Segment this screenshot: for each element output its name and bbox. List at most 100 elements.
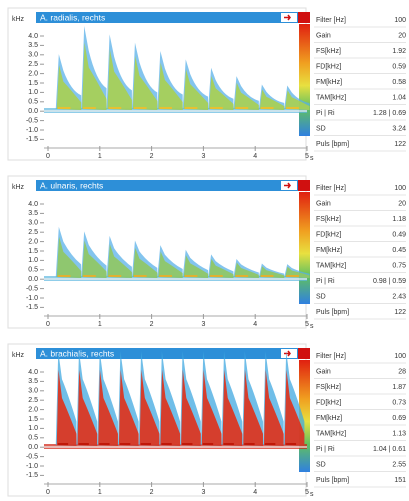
title-bar bbox=[36, 12, 298, 23]
param-label: FS[kHz] bbox=[316, 384, 341, 391]
x-tick-label: 0 bbox=[46, 153, 50, 160]
y-tick-label: -1.5 bbox=[26, 472, 38, 479]
spectrum-hot bbox=[83, 275, 96, 277]
y-tick-label: 2.0 bbox=[28, 238, 38, 245]
param-value: 1.92 bbox=[392, 48, 406, 55]
spectrum-core bbox=[158, 62, 183, 110]
param-value: 1.04 | 0.61 bbox=[373, 446, 406, 453]
spectrum-hot bbox=[140, 443, 152, 445]
param-label: SD bbox=[316, 461, 326, 468]
x-unit: s bbox=[310, 155, 314, 162]
x-tick-label: 2 bbox=[150, 321, 154, 328]
spectrum-core bbox=[285, 90, 310, 110]
param-value: 3.24 bbox=[392, 125, 406, 132]
spectrum-core bbox=[56, 369, 77, 446]
param-value: 1.28 | 0.69 bbox=[373, 110, 406, 117]
param-label: FM[kHz] bbox=[316, 79, 342, 86]
y-tick-label: 1.5 bbox=[28, 416, 38, 423]
param-label: FS[kHz] bbox=[316, 216, 341, 223]
x-tick-label: 1 bbox=[98, 153, 102, 160]
param-label: Puls [bpm] bbox=[316, 477, 349, 484]
spectrum-hot bbox=[108, 107, 122, 109]
y-tick-label: 2.0 bbox=[28, 406, 38, 413]
title-bar bbox=[36, 180, 298, 191]
x-tick-label: 3 bbox=[201, 489, 205, 496]
spectrum-hot bbox=[210, 107, 223, 109]
record-icon bbox=[284, 182, 291, 189]
param-value: 0.49 bbox=[392, 231, 406, 238]
y-tick-label: 2.0 bbox=[28, 70, 38, 77]
spectrum-core bbox=[107, 49, 132, 110]
param-label: Gain bbox=[316, 368, 331, 375]
param-label: Puls [bpm] bbox=[316, 141, 349, 148]
color-bar bbox=[299, 24, 310, 136]
spectrum-core bbox=[158, 251, 183, 278]
param-label: Puls [bpm] bbox=[316, 309, 349, 316]
spectrum-hot bbox=[235, 275, 249, 277]
spectrum-hot bbox=[119, 443, 131, 445]
y-tick-label: -0.5 bbox=[26, 285, 38, 292]
param-value: 2.55 bbox=[392, 461, 406, 468]
spectrum-hot bbox=[99, 443, 110, 445]
param-label: FD[kHz] bbox=[316, 399, 341, 406]
spectrum-core bbox=[82, 42, 107, 110]
spectrum-core bbox=[234, 262, 259, 278]
x-tick-label: 4 bbox=[253, 489, 257, 496]
param-label: FD[kHz] bbox=[316, 231, 341, 238]
panel-frame bbox=[7, 7, 307, 161]
spectrum-hot bbox=[235, 107, 249, 109]
spectrum-hot bbox=[264, 443, 276, 445]
y-tick-label: 4.0 bbox=[28, 201, 38, 208]
y-tick-label: 1.0 bbox=[28, 425, 38, 432]
spectrum-core bbox=[243, 369, 263, 446]
spectrum-hot bbox=[286, 275, 299, 277]
param-value: 1.87 bbox=[392, 384, 406, 391]
x-tick-label: 5 bbox=[305, 489, 309, 496]
x-tick-label: 2 bbox=[150, 489, 154, 496]
spectrum-hot bbox=[57, 107, 71, 109]
spectrum-core bbox=[82, 240, 107, 278]
param-value: 28 bbox=[398, 368, 406, 375]
spectrum-core bbox=[284, 369, 305, 446]
spectrum-core bbox=[183, 69, 209, 110]
y-tick-label: 0.5 bbox=[28, 267, 38, 274]
spectrum-core bbox=[132, 247, 158, 278]
spectrum-core bbox=[107, 244, 132, 278]
y-tick-label: 1.5 bbox=[28, 248, 38, 255]
spectrum-hot bbox=[159, 275, 172, 277]
spectrum-core bbox=[56, 236, 82, 278]
y-tick-label: 0.0 bbox=[28, 108, 38, 115]
title-bar bbox=[36, 348, 298, 359]
y-unit: kHz bbox=[12, 352, 25, 359]
y-tick-label: 1.5 bbox=[28, 80, 38, 87]
param-label: Filter [Hz] bbox=[316, 353, 346, 360]
y-unit: kHz bbox=[12, 184, 25, 191]
param-label: Filter [Hz] bbox=[316, 185, 346, 192]
x-tick-label: 1 bbox=[98, 321, 102, 328]
spectrum-core bbox=[139, 369, 160, 446]
spectrum-core bbox=[201, 369, 222, 446]
x-tick-label: 4 bbox=[253, 153, 257, 160]
y-tick-label: -0.5 bbox=[26, 453, 38, 460]
param-label: FD[kHz] bbox=[316, 63, 341, 70]
spectrum-core bbox=[234, 82, 259, 110]
param-label: Pi | Ri bbox=[316, 278, 335, 285]
param-label: FM[kHz] bbox=[316, 247, 342, 254]
param-value: 1.04 bbox=[392, 94, 406, 101]
param-label: TAM[kHz] bbox=[316, 262, 346, 269]
spectrum-core bbox=[259, 89, 285, 110]
spectrum-hot bbox=[133, 275, 147, 277]
param-value: 100 bbox=[394, 185, 406, 192]
x-tick-label: 3 bbox=[201, 153, 205, 160]
x-tick-label: 5 bbox=[305, 321, 309, 328]
y-tick-label: 2.5 bbox=[28, 61, 38, 68]
spectrum-hot bbox=[78, 443, 89, 445]
param-label: FS[kHz] bbox=[316, 48, 341, 55]
param-label: Pi | Ri bbox=[316, 110, 335, 117]
param-value: 0.58 bbox=[392, 79, 406, 86]
x-unit: s bbox=[310, 323, 314, 330]
x-tick-label: 3 bbox=[201, 321, 205, 328]
panel-title: A. ulnaris, rechts bbox=[40, 180, 103, 190]
panel: A. radialis, rechts kHz 4.0 3.5 3.0 2.5 2.0 1.5… bbox=[7, 7, 406, 162]
